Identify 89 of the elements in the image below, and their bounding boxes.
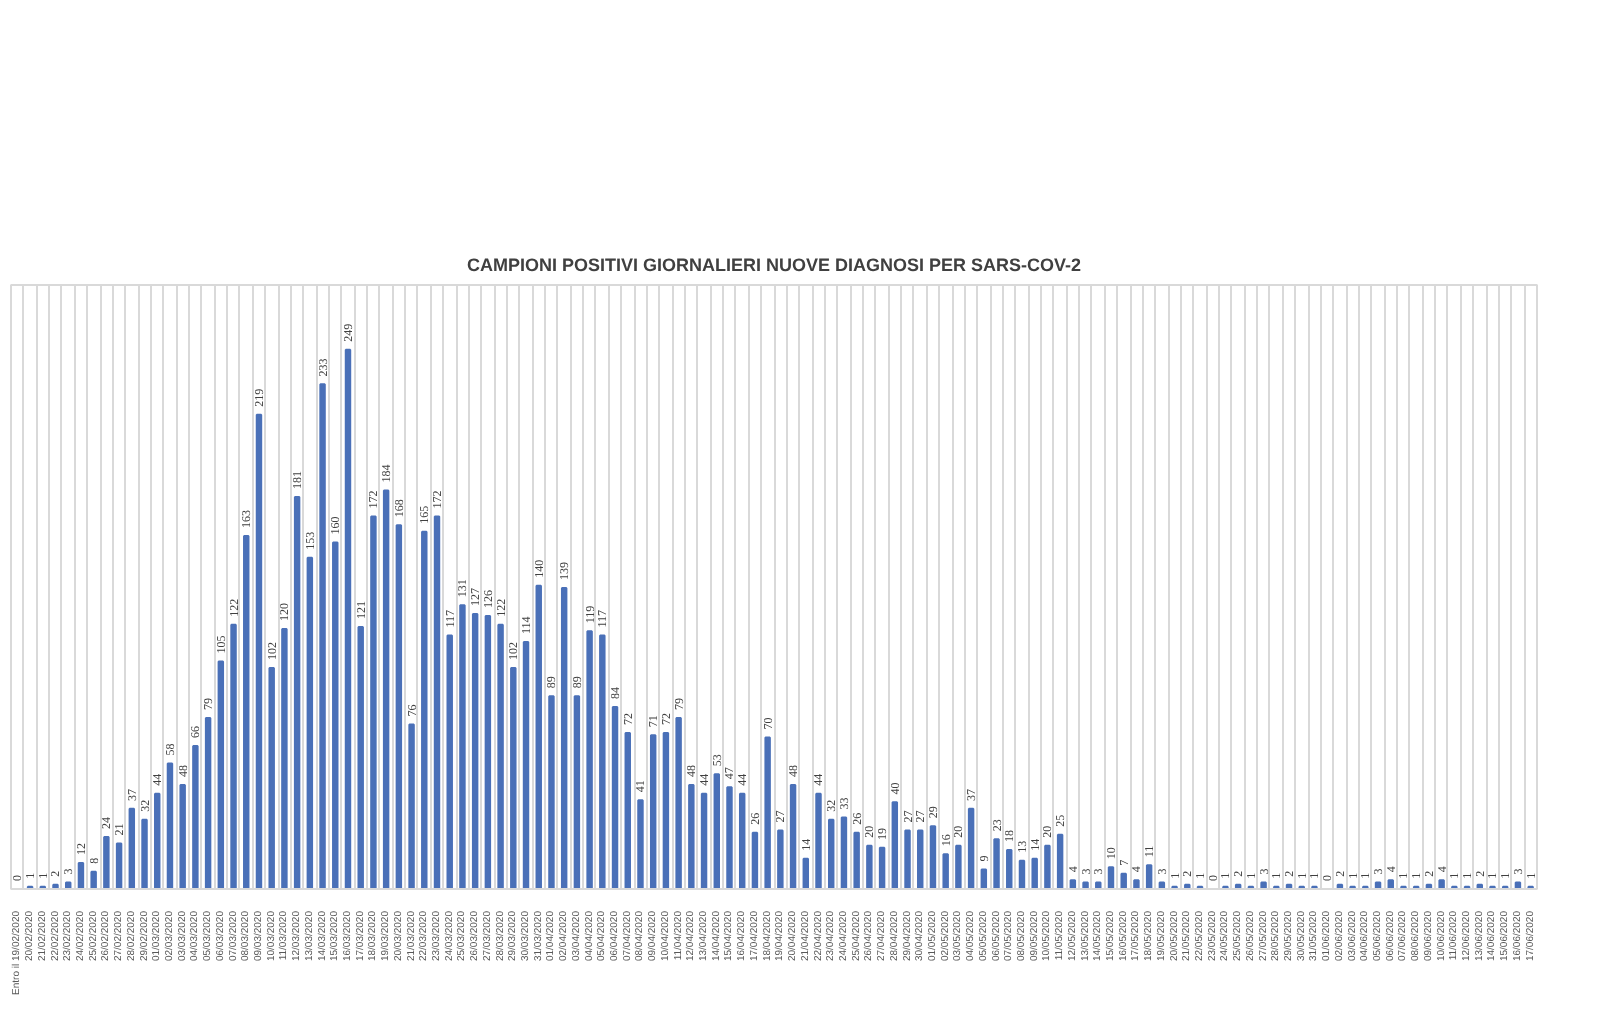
bar (243, 534, 250, 889)
bar (1145, 864, 1153, 889)
bar (599, 634, 606, 889)
bar (357, 625, 364, 889)
bar (967, 807, 975, 889)
bar (332, 541, 339, 889)
chart-title: CAMPIONI POSITIVI GIORNALIERI NUOVE DIAGNOSI PER SARS-COV-2 (466, 255, 1082, 275)
bar (510, 667, 517, 889)
bar (777, 829, 784, 889)
bar (293, 495, 301, 889)
bar (370, 515, 377, 889)
bar (751, 831, 759, 889)
bar (497, 623, 504, 889)
bar (891, 801, 899, 889)
bar (255, 413, 263, 889)
bar (1438, 879, 1445, 889)
bar (268, 667, 275, 889)
bar (611, 706, 619, 889)
bar (433, 515, 441, 889)
bar (548, 695, 555, 889)
bar (1260, 881, 1267, 889)
bar (573, 695, 581, 889)
bar (1387, 879, 1394, 889)
bar (484, 615, 492, 889)
bar (306, 556, 314, 889)
bar (828, 818, 835, 889)
bar (90, 870, 97, 889)
bar (1006, 849, 1013, 889)
bar (204, 716, 212, 889)
bar (929, 825, 937, 889)
bar (217, 660, 225, 889)
bar (853, 831, 860, 889)
bar (154, 792, 161, 889)
bar (1120, 872, 1127, 889)
bar (1107, 866, 1115, 889)
bar (713, 773, 720, 889)
bar (662, 732, 670, 889)
bar (815, 792, 822, 889)
bar (700, 792, 708, 889)
bar (522, 641, 530, 889)
bar (1031, 857, 1038, 889)
bar (471, 612, 479, 889)
bar (52, 883, 59, 889)
bar (459, 604, 466, 889)
bar (1095, 881, 1102, 889)
bar (446, 634, 453, 889)
bar (281, 628, 288, 889)
bar (319, 383, 326, 889)
bar (904, 829, 911, 889)
bar (917, 829, 924, 889)
bar (993, 838, 1000, 889)
bar (115, 842, 123, 889)
bar (1044, 844, 1051, 889)
bar (1133, 879, 1140, 889)
bar (955, 844, 962, 889)
bar (230, 623, 237, 889)
bar (1082, 881, 1089, 889)
bar (789, 784, 797, 889)
bar (560, 586, 568, 889)
bar (1018, 859, 1026, 889)
bar (1069, 879, 1077, 889)
bar (764, 736, 771, 889)
bar (675, 716, 682, 889)
bar (802, 857, 810, 889)
bar (878, 846, 886, 889)
bar (395, 524, 403, 889)
bar (942, 853, 949, 889)
bar (535, 584, 542, 889)
bar (382, 489, 390, 889)
bar (637, 799, 644, 889)
bar (77, 862, 85, 889)
bar (344, 348, 352, 889)
bar (166, 762, 174, 889)
bar (688, 784, 695, 889)
bar (649, 734, 657, 889)
bar (624, 732, 631, 889)
bar (726, 786, 733, 889)
bar (586, 630, 593, 889)
bar (840, 816, 848, 889)
bar (738, 792, 746, 889)
bar (128, 807, 136, 889)
bar (141, 818, 148, 889)
bar (103, 836, 110, 889)
bar (866, 844, 873, 889)
bar (421, 530, 428, 889)
bar (179, 784, 186, 889)
bar (1056, 833, 1064, 889)
bar (192, 745, 199, 889)
bar (408, 723, 415, 889)
